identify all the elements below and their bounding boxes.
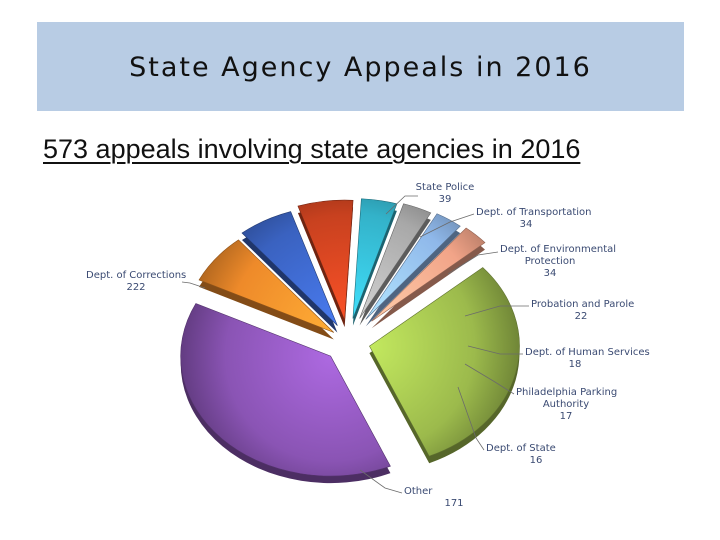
leader-line xyxy=(385,195,418,215)
slice-label: Other171 xyxy=(404,486,464,509)
slice-label: Philadelphia Parking Authority 17 xyxy=(516,387,617,422)
leader-line xyxy=(464,305,529,317)
pie-slice xyxy=(241,211,338,326)
pie-slice xyxy=(198,239,335,333)
title-banner: State Agency Appeals in 2016 xyxy=(37,22,684,111)
pie-slice xyxy=(180,303,391,477)
leader-line xyxy=(467,345,523,355)
slice-label: Dept. of State 16 xyxy=(486,443,556,466)
slide-title: State Agency Appeals in 2016 xyxy=(129,52,592,83)
slice-label: Dept. of Environmental Protection 34 xyxy=(500,244,616,279)
leader-line xyxy=(419,213,475,238)
leader-line xyxy=(447,251,499,275)
pie-slice xyxy=(359,203,432,319)
pie-slice xyxy=(365,213,461,320)
slice-label: Probation and Parole 22 xyxy=(531,299,634,322)
slide-subtitle: 573 appeals involving state agencies in … xyxy=(43,134,581,164)
slice-label: State Police 39 xyxy=(416,182,475,205)
pie-slice xyxy=(297,199,354,321)
leader-line xyxy=(464,363,515,395)
pie-slice xyxy=(369,267,520,457)
slice-label: Dept. of Corrections 222 xyxy=(86,270,186,293)
slice-label: Dept. of Human Services 18 xyxy=(525,347,650,370)
leader-line xyxy=(181,281,206,289)
slice-label: Dept. of Transportation 34 xyxy=(476,207,592,230)
leader-line xyxy=(457,386,485,451)
leader-line xyxy=(359,469,403,494)
pie-slice xyxy=(371,227,486,322)
